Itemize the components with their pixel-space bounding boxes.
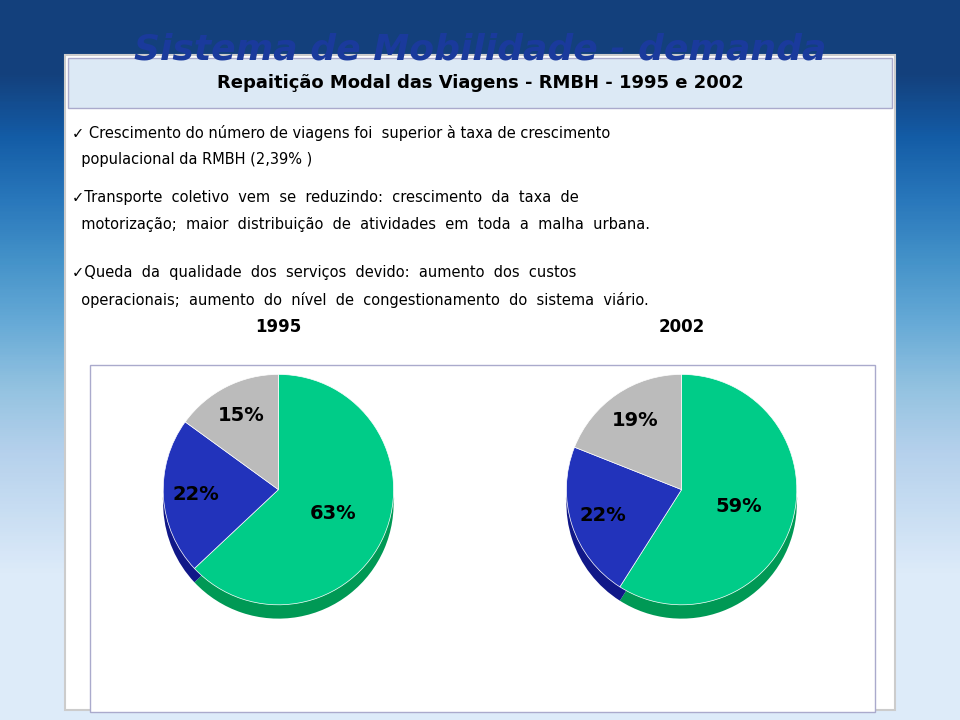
Wedge shape bbox=[566, 461, 682, 600]
Text: ✓Queda  da  qualidade  dos  serviços  devido:  aumento  dos  custos: ✓Queda da qualidade dos serviços devido:… bbox=[72, 265, 576, 280]
Wedge shape bbox=[195, 374, 394, 605]
Wedge shape bbox=[185, 388, 278, 503]
Text: 59%: 59% bbox=[716, 497, 762, 516]
Wedge shape bbox=[566, 447, 682, 587]
Wedge shape bbox=[185, 374, 278, 490]
Wedge shape bbox=[574, 388, 682, 503]
Text: populacional da RMBH (2,39% ): populacional da RMBH (2,39% ) bbox=[72, 153, 312, 167]
Text: 63%: 63% bbox=[310, 504, 357, 523]
Text: motorização;  maior  distribuição  de  atividades  em  toda  a  malha  urbana.: motorização; maior distribuição de ativi… bbox=[72, 217, 650, 233]
Text: operacionais;  aumento  do  nível  de  congestionamento  do  sistema  viário.: operacionais; aumento do nível de conges… bbox=[72, 292, 649, 308]
Text: Sistema de Mobilidade - demanda: Sistema de Mobilidade - demanda bbox=[133, 32, 827, 66]
Text: ✓ Crescimento do número de viagens foi  superior à taxa de crescimento: ✓ Crescimento do número de viagens foi s… bbox=[72, 125, 611, 141]
Wedge shape bbox=[620, 374, 797, 605]
Ellipse shape bbox=[163, 479, 394, 519]
Wedge shape bbox=[574, 374, 682, 490]
Text: 22%: 22% bbox=[172, 485, 219, 504]
Text: ✓Transporte  coletivo  vem  se  reduzindo:  crescimento  da  taxa  de: ✓Transporte coletivo vem se reduzindo: c… bbox=[72, 190, 579, 205]
Wedge shape bbox=[163, 436, 278, 582]
Title: 2002: 2002 bbox=[659, 318, 705, 336]
Text: 15%: 15% bbox=[217, 406, 264, 426]
Text: 19%: 19% bbox=[612, 412, 659, 431]
Ellipse shape bbox=[566, 479, 797, 519]
Title: 1995: 1995 bbox=[255, 318, 301, 336]
Wedge shape bbox=[195, 388, 394, 618]
Wedge shape bbox=[163, 422, 278, 569]
Text: 22%: 22% bbox=[579, 505, 626, 525]
Text: Repaitição Modal das Viagens - RMBH - 1995 e 2002: Repaitição Modal das Viagens - RMBH - 19… bbox=[217, 74, 743, 92]
Wedge shape bbox=[620, 388, 797, 618]
